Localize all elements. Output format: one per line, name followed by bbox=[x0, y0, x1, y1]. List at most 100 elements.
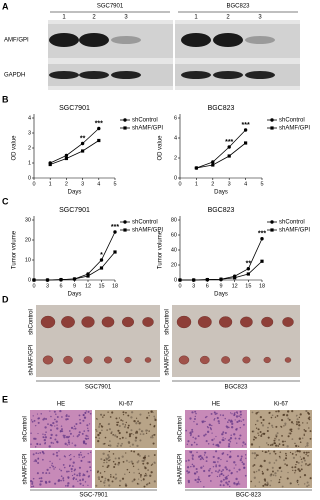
cell bbox=[235, 464, 237, 466]
cell bbox=[44, 442, 47, 444]
cell bbox=[132, 465, 135, 468]
cell bbox=[284, 440, 286, 443]
cell bbox=[298, 437, 302, 440]
marker bbox=[194, 166, 198, 170]
cell bbox=[226, 421, 229, 423]
cell bbox=[291, 438, 294, 441]
cell bbox=[214, 412, 216, 414]
cell bbox=[295, 463, 297, 466]
cell bbox=[210, 428, 212, 431]
x-tick-label: 6 bbox=[59, 283, 62, 289]
group-label: SGC-7901 bbox=[79, 493, 108, 499]
cell bbox=[56, 441, 59, 444]
cell bbox=[87, 427, 89, 430]
cell bbox=[36, 413, 39, 415]
panel-label: E bbox=[2, 394, 8, 404]
cell bbox=[206, 430, 210, 434]
cell bbox=[220, 472, 223, 476]
cell bbox=[226, 483, 229, 486]
cell bbox=[112, 476, 115, 479]
tumor bbox=[124, 356, 132, 364]
marker bbox=[243, 128, 248, 132]
cell bbox=[194, 478, 197, 482]
cell bbox=[215, 444, 218, 447]
cell bbox=[294, 472, 296, 474]
cell bbox=[137, 483, 140, 485]
cell bbox=[135, 432, 137, 434]
cell bbox=[295, 444, 298, 448]
cell bbox=[88, 475, 90, 477]
cell bbox=[279, 456, 282, 459]
cell bbox=[139, 421, 142, 424]
cell bbox=[234, 413, 236, 416]
cell bbox=[301, 437, 304, 440]
cell bbox=[81, 432, 84, 435]
cell bbox=[56, 415, 59, 418]
cell bbox=[148, 482, 151, 484]
cell bbox=[65, 435, 69, 439]
cell bbox=[142, 433, 145, 436]
cell bbox=[193, 420, 195, 423]
cell bbox=[48, 445, 51, 448]
cell bbox=[50, 441, 53, 444]
cell bbox=[78, 414, 81, 417]
cell bbox=[297, 421, 300, 424]
cell bbox=[48, 480, 51, 483]
cell bbox=[45, 418, 48, 421]
row-label: shAMF/GPI bbox=[178, 453, 184, 484]
histology-image bbox=[95, 450, 157, 488]
cell bbox=[240, 420, 243, 422]
cell bbox=[219, 484, 222, 487]
cell bbox=[278, 466, 282, 470]
marker bbox=[99, 266, 104, 270]
cell bbox=[30, 419, 33, 421]
y-tick-label: 0 bbox=[174, 277, 177, 283]
x-tick-label: 9 bbox=[219, 283, 222, 289]
marker bbox=[270, 126, 274, 130]
cell bbox=[121, 477, 125, 480]
cell bbox=[67, 482, 70, 485]
cell bbox=[224, 417, 226, 420]
cell bbox=[303, 451, 306, 454]
y-tick-label: 1 bbox=[28, 160, 31, 166]
cell bbox=[300, 468, 303, 471]
cell bbox=[79, 451, 82, 454]
cell bbox=[186, 443, 189, 446]
cell bbox=[230, 471, 233, 475]
cell bbox=[257, 468, 261, 472]
cell bbox=[108, 428, 111, 431]
cell bbox=[187, 440, 190, 443]
cell bbox=[104, 477, 107, 480]
cell bbox=[299, 476, 302, 478]
cell bbox=[194, 410, 197, 413]
row-label: AMF/GPI bbox=[4, 38, 29, 44]
cell bbox=[216, 475, 219, 478]
y-axis-label: Tumor volume bbox=[158, 230, 164, 269]
cell bbox=[191, 411, 194, 414]
cell bbox=[217, 457, 220, 460]
cell bbox=[130, 411, 134, 414]
cell bbox=[296, 414, 298, 417]
cell bbox=[83, 474, 86, 477]
cell bbox=[303, 483, 306, 485]
cell bbox=[239, 483, 241, 485]
row-label: GAPDH bbox=[4, 73, 25, 79]
cell bbox=[78, 466, 82, 469]
cell bbox=[302, 422, 304, 424]
group-label: BGC823 bbox=[226, 4, 250, 10]
cell bbox=[54, 418, 56, 421]
cell bbox=[138, 428, 141, 431]
cell bbox=[96, 418, 99, 421]
cell bbox=[35, 460, 38, 463]
cell bbox=[151, 463, 154, 465]
x-tick-label: 2 bbox=[211, 181, 214, 187]
cell bbox=[119, 484, 121, 487]
band bbox=[181, 71, 211, 79]
cell bbox=[130, 460, 133, 463]
cell bbox=[218, 475, 221, 477]
cell bbox=[226, 453, 229, 456]
cell bbox=[62, 434, 65, 437]
cell bbox=[133, 450, 136, 453]
cell bbox=[72, 478, 75, 481]
marker bbox=[178, 278, 182, 282]
